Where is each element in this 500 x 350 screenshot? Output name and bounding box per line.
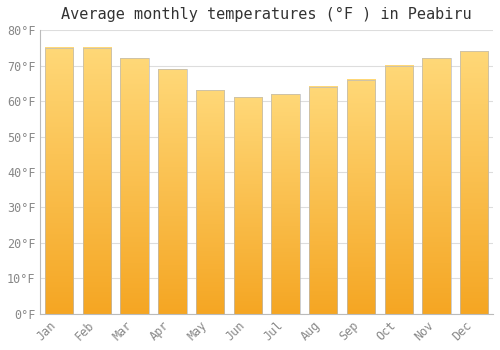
Bar bbox=[272, 94, 299, 314]
Bar bbox=[384, 65, 413, 314]
Bar bbox=[347, 80, 375, 314]
Bar bbox=[120, 58, 149, 314]
Title: Average monthly temperatures (°F ) in Peabiru: Average monthly temperatures (°F ) in Pe… bbox=[62, 7, 472, 22]
Bar bbox=[196, 90, 224, 314]
Bar bbox=[234, 98, 262, 314]
Bar bbox=[158, 69, 186, 314]
Bar bbox=[422, 58, 450, 314]
Bar bbox=[83, 48, 111, 314]
Bar bbox=[460, 51, 488, 314]
Bar bbox=[309, 87, 338, 314]
Bar bbox=[45, 48, 74, 314]
